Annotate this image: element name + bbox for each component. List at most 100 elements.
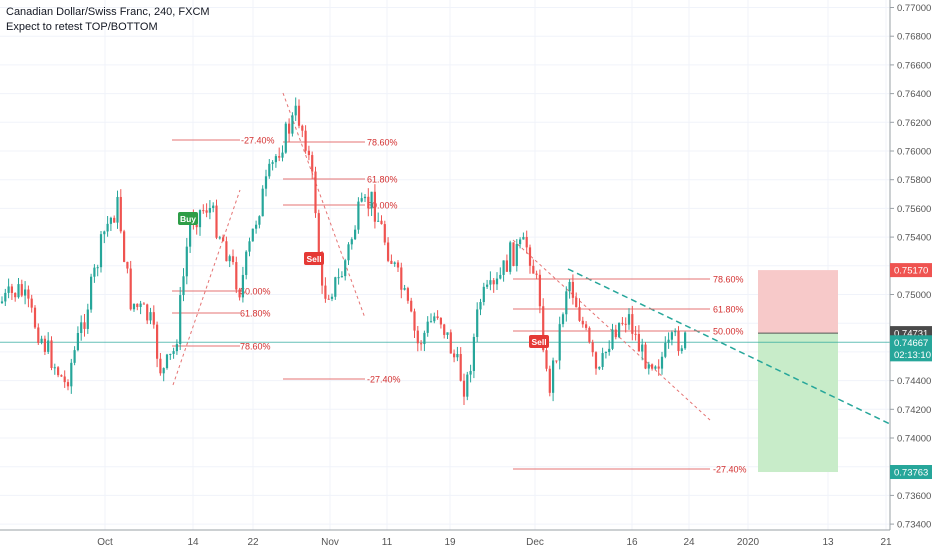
candle-body [502,260,505,275]
y-axis-ticks: 0.77000 0.76800 0.76600 0.76400 0.76200 0.760… [890,3,931,531]
fib-level-label: -27.40% [241,136,275,146]
candle-body [139,303,142,307]
candle-body [522,236,525,240]
candle-body [179,295,182,345]
candle-body [27,289,30,299]
candle-body [373,191,376,222]
candle-body [212,205,215,209]
candle-body [152,312,155,325]
fib-level-label: 50.00% [240,287,271,297]
candle-body [218,237,221,239]
candle-body [614,329,617,338]
candle-body [215,205,218,238]
candle-body [63,376,66,383]
candle-body [410,300,413,312]
candle-body [548,368,551,393]
candle-body [126,261,129,269]
candle-body [674,331,677,333]
y-tick-label: 0.74200 [897,405,931,416]
candle-body [116,196,119,223]
candle-body [238,289,241,298]
candle-body [406,288,409,301]
candle-body [301,125,304,131]
candle-body [538,274,541,307]
fib-level-label: 78.60% [713,275,744,285]
candle-body [159,358,162,374]
candle-body [264,176,268,189]
candle-body [334,277,337,297]
candle-body [585,324,588,328]
stop-loss-zone [758,270,838,334]
candle-body [489,280,492,285]
candle-body [495,278,499,285]
candle-body [558,324,561,361]
candle-body [294,105,297,116]
candle-body [14,292,17,298]
candle-body [57,367,60,376]
candle-body [542,306,545,351]
candle-body [169,353,172,355]
fib-retracements: -27.40% 50.00% 61.80% 78.60% 78.60% 61.80% 50.… [172,136,747,475]
x-tick-label: 19 [444,537,456,548]
candle-body [113,217,116,223]
candle-body [83,322,86,329]
candle-body [456,353,459,358]
candle-body [278,156,281,158]
candle-body [462,380,466,397]
chart-title: Canadian Dollar/Swiss Franc, 240, FXCM [6,6,210,18]
candle-body [330,296,334,299]
candle-body [532,265,535,274]
candle-body [486,284,489,287]
candle-body [241,274,244,298]
candle-body [281,152,284,158]
fib-diagonal-1 [172,189,241,386]
candle-body [311,155,314,172]
candle-body [684,332,687,349]
candle-body [657,366,660,369]
x-tick-label: Nov [321,537,339,548]
price-tag-box [890,335,932,350]
candle-body [565,291,568,315]
sell-signal: Sell [304,252,324,265]
fib-diagonal-2 [282,92,366,319]
candle-body [377,220,380,222]
candle-body [492,280,495,285]
descending-trendline [567,268,891,425]
candle-body [146,304,149,321]
candle-body [644,344,647,369]
fib-level-label: 78.60% [240,342,271,352]
candle-body [202,210,205,212]
y-tick-label: 0.73400 [897,520,931,531]
x-tick-label: 2020 [737,537,760,548]
fib-level-label: 50.00% [713,327,744,337]
price-tag-box [890,347,932,362]
candle-body [387,242,390,261]
candle-body [314,171,317,214]
candle-body [93,267,96,277]
candle-body [142,303,145,305]
sell-signal-badge [529,335,549,348]
y-tick-label: 0.74000 [897,434,931,445]
position-tool [758,270,838,473]
sell-signal-label: Sell [306,254,321,264]
candle-body [73,350,76,363]
x-axis-ticks: Oct 14 22 Nov 11 19 Dec 16 24 2020 13 21 [97,537,892,548]
sell-signal: Sell [529,335,549,348]
x-tick-label: Dec [526,537,544,548]
candle-body [512,242,515,267]
candle-body [515,244,518,267]
candle-body [641,344,644,352]
candle-body [423,332,426,345]
candle-body [400,267,403,290]
candle-body [482,286,485,303]
candle-body [654,366,657,369]
candle-body [505,260,508,272]
candle-body [132,303,136,310]
candle-body [380,220,383,225]
candle-body [307,150,310,156]
candle-body [591,342,594,353]
candle-body [99,234,103,268]
candle-body [20,284,23,296]
